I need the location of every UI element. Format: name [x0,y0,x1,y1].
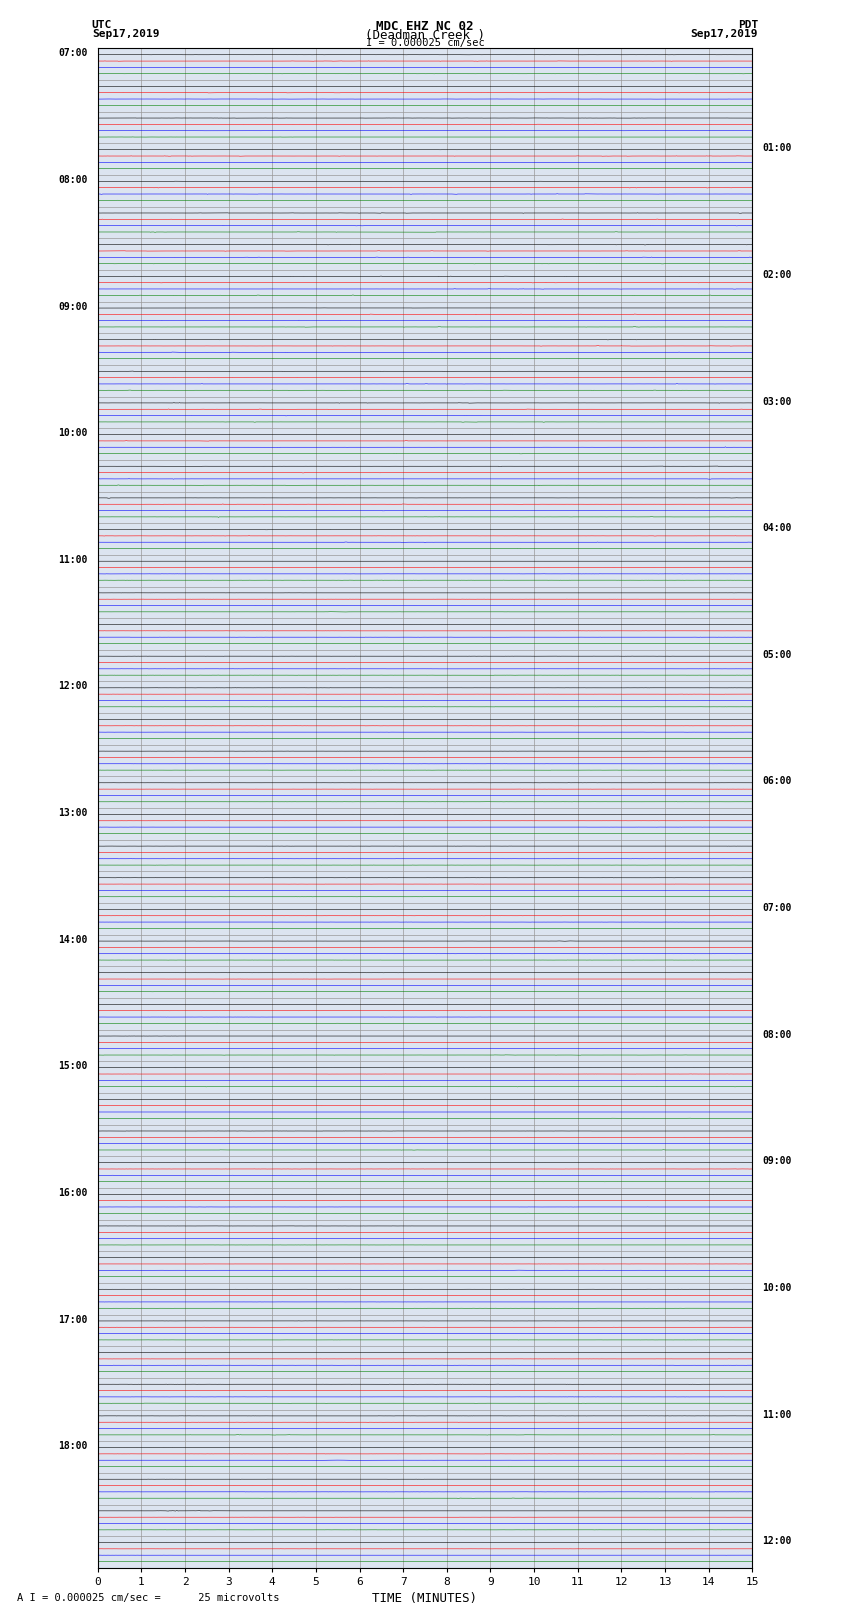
Text: (Deadman Creek ): (Deadman Creek ) [365,29,485,42]
Text: MDC EHZ NC 02: MDC EHZ NC 02 [377,19,473,34]
Text: 11:00: 11:00 [762,1410,791,1419]
Text: UTC: UTC [92,19,112,31]
Text: 14:00: 14:00 [59,936,88,945]
Text: 09:00: 09:00 [762,1157,791,1166]
Text: Sep17,2019: Sep17,2019 [92,29,159,39]
Text: 11:00: 11:00 [59,555,88,565]
Text: 08:00: 08:00 [762,1029,791,1040]
Text: 08:00: 08:00 [59,176,88,185]
Text: 06:00: 06:00 [762,776,791,787]
Text: 13:00: 13:00 [59,808,88,818]
X-axis label: TIME (MINUTES): TIME (MINUTES) [372,1592,478,1605]
Text: A I = 0.000025 cm/sec =      25 microvolts: A I = 0.000025 cm/sec = 25 microvolts [17,1594,280,1603]
Text: 15:00: 15:00 [59,1061,88,1071]
Text: 04:00: 04:00 [762,523,791,534]
Text: 03:00: 03:00 [762,397,791,406]
Text: I = 0.000025 cm/sec: I = 0.000025 cm/sec [366,37,484,48]
Text: 07:00: 07:00 [59,48,88,58]
Text: Sep17,2019: Sep17,2019 [691,29,758,39]
Text: 12:00: 12:00 [59,682,88,692]
Text: 07:00: 07:00 [762,903,791,913]
Text: 05:00: 05:00 [762,650,791,660]
Text: 18:00: 18:00 [59,1442,88,1452]
Text: 10:00: 10:00 [59,429,88,439]
Text: 17:00: 17:00 [59,1315,88,1324]
Text: 01:00: 01:00 [762,144,791,153]
Text: 02:00: 02:00 [762,269,791,281]
Text: PDT: PDT [738,19,758,31]
Text: 12:00: 12:00 [762,1536,791,1547]
Text: 16:00: 16:00 [59,1187,88,1198]
Text: 10:00: 10:00 [762,1282,791,1294]
Text: 09:00: 09:00 [59,302,88,311]
